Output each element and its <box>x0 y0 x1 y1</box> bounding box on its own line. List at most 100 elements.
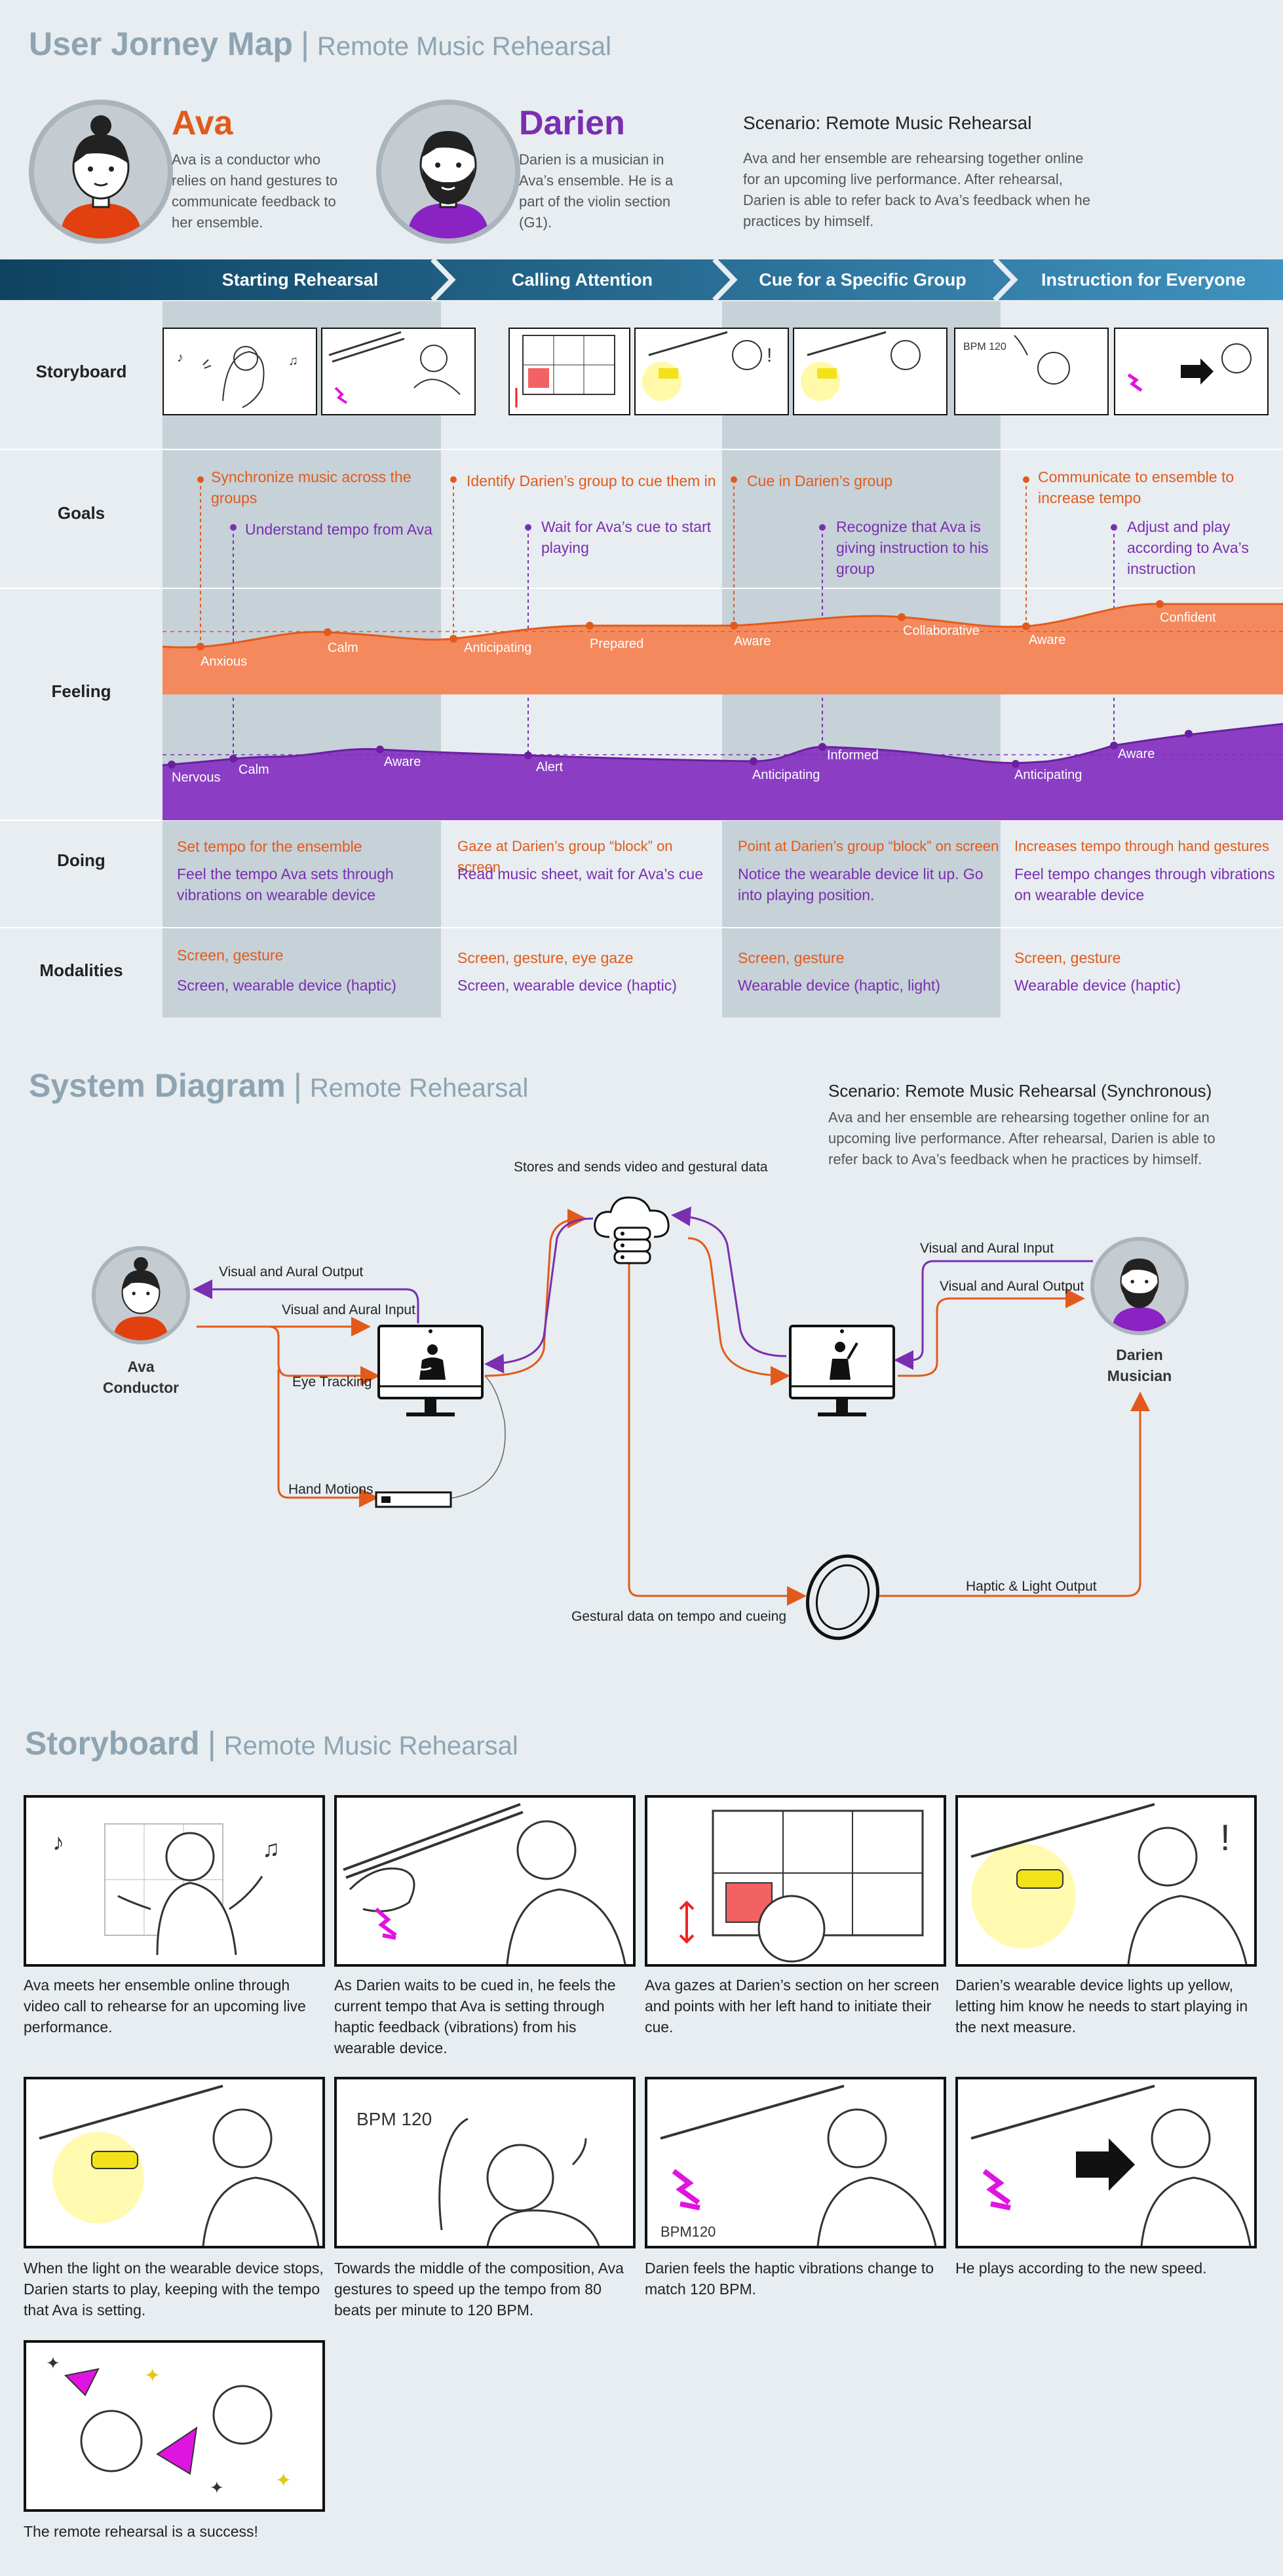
row-label-doing: Doing <box>57 850 105 870</box>
storyboard-panel-5 <box>24 2077 325 2248</box>
system-darien-label: Darien Musician <box>1090 1344 1189 1386</box>
system-ava-label: Ava Conductor <box>92 1356 190 1398</box>
storyboard-panel-2 <box>334 1795 636 1967</box>
modality-ava-3: Screen, gesture <box>738 949 845 966</box>
system-title-main: System Diagram <box>29 1067 286 1104</box>
goal-ava-2: Identify Darien’s group to cue them in <box>467 472 716 489</box>
storyboard-panel-4: ! <box>955 1795 1257 1967</box>
label-gestural-data: Gestural data on tempo and cueing <box>571 1609 787 1624</box>
journey-scenario-text: Ava and her ensemble are rehearsing toge… <box>743 150 1090 229</box>
storyboard-subtitle: Remote Music Rehearsal <box>223 1732 518 1760</box>
feeling-ava-2: Calm <box>328 641 358 655</box>
storyboard-caption-3: Ava gazes at Darien’s section on her scr… <box>645 1977 940 2036</box>
svg-text:♫: ♫ <box>288 354 298 368</box>
system-ava-avatar <box>92 1246 190 1344</box>
system-diagram-connectors <box>193 1206 1150 1606</box>
feeling-darien-3: Aware <box>384 755 421 769</box>
label-darien-input: Visual and Aural Input <box>920 1241 1054 1256</box>
storyboard-caption-9: The remote rehearsal is a success! <box>24 2523 258 2540</box>
storyboard-caption-2: As Darien waits to be cued in, he feels … <box>334 1977 616 2056</box>
goal-ava-1: Synchronize music across the groups <box>211 468 412 506</box>
storyboard-caption-4: Darien’s wearable device lights up yello… <box>955 1977 1248 2036</box>
journey-subtitle: Remote Music Rehearsal <box>316 32 611 61</box>
darien-name: Darien <box>519 104 625 142</box>
label-eye-tracking: Eye Tracking <box>292 1374 372 1390</box>
feeling-darien-2: Calm <box>239 763 269 777</box>
journey-thumb-2 <box>321 328 476 415</box>
goal-ava-4: Communicate to ensemble to increase temp… <box>1038 468 1235 506</box>
system-title: System Diagram | Remote Rehearsal <box>29 1067 529 1104</box>
row-label-feeling: Feeling <box>51 681 111 701</box>
journey-thumb-7 <box>1114 328 1269 415</box>
system-darien-avatar <box>1090 1237 1189 1335</box>
feeling-ava-5: Aware <box>734 634 771 649</box>
ava-name: Ava <box>172 104 233 142</box>
goal-darien-2: Wait for Ava’s cue to start playing <box>541 518 712 556</box>
motion-tracker-icon <box>375 1491 452 1511</box>
doing-darien-2: Read music sheet, wait for Ava’s cue <box>457 865 704 882</box>
doing-ava-3: Point at Darien’s group “block” on scree… <box>738 838 999 854</box>
label-darien-output: Visual and Aural Output <box>940 1279 1084 1294</box>
journey-thumb-3 <box>508 328 630 415</box>
row-label-storyboard: Storyboard <box>35 362 127 381</box>
panel-bpm-small-text: BPM120 <box>661 2224 716 2240</box>
feeling-ava-4: Prepared <box>590 637 644 651</box>
system-scenario-title: Scenario: Remote Music Rehearsal (Synchr… <box>828 1081 1212 1101</box>
svg-text:!: ! <box>1220 1817 1231 1858</box>
storyboard-caption-7: Darien feels the haptic vibrations chang… <box>645 2260 934 2298</box>
storyboard-panel-9: ✦ ✦ ✦ ✦ <box>24 2340 325 2512</box>
svg-text:♫: ♫ <box>262 1835 280 1862</box>
feeling-ava-7: Aware <box>1029 633 1066 647</box>
svg-text:!: ! <box>767 345 772 366</box>
svg-text:✦: ✦ <box>275 2470 292 2491</box>
storyboard-panel-7: BPM120 <box>645 2077 946 2248</box>
goal-darien-1: Understand tempo from Ava <box>245 521 432 538</box>
modality-darien-4: Wearable device (haptic) <box>1014 977 1181 994</box>
modality-darien-1: Screen, wearable device (haptic) <box>177 977 396 994</box>
system-ava-role: Conductor <box>102 1379 180 1396</box>
ava-computer-icon <box>375 1321 486 1426</box>
darien-description: Darien is a musician in Ava’s ensemble. … <box>519 151 674 231</box>
svg-text:✦: ✦ <box>210 2478 224 2497</box>
goal-darien-4: Adjust and play according to Ava’s instr… <box>1127 518 1249 577</box>
svg-text:✦: ✦ <box>144 2365 161 2387</box>
journey-title: User Jorney Map | Remote Music Rehearsal <box>29 26 611 62</box>
row-label-modalities: Modalities <box>39 960 123 980</box>
storyboard-title-main: Storyboard <box>25 1725 200 1762</box>
storyboard-caption-8: He plays according to the new speed. <box>955 2260 1207 2277</box>
journey-thumb-4: ! <box>634 328 789 415</box>
label-ava-output: Visual and Aural Output <box>219 1264 364 1279</box>
stage-header-bar <box>0 259 1283 300</box>
feeling-ava-3: Anticipating <box>464 641 532 655</box>
storyboard-title: Storyboard | Remote Music Rehearsal <box>25 1725 518 1762</box>
cloud-label: Stores and sends video and gestural data <box>514 1160 768 1175</box>
journey-thumb-1: ♪ ♫ <box>163 328 317 415</box>
panel-bpm-text: BPM 120 <box>356 2109 432 2129</box>
modality-ava-2: Screen, gesture, eye gaze <box>457 949 634 966</box>
modality-ava-4: Screen, gesture <box>1014 949 1121 966</box>
journey-thumb-5 <box>793 328 948 415</box>
system-scenario-text: Ava and her ensemble are rehearsing toge… <box>828 1109 1216 1167</box>
svg-text:♪: ♪ <box>177 350 183 365</box>
modality-darien-3: Wearable device (haptic, light) <box>738 977 940 994</box>
system-darien-name: Darien <box>1116 1346 1163 1363</box>
doing-ava-4: Increases tempo through hand gestures <box>1014 838 1269 854</box>
storyboard-panel-6: BPM 120 <box>334 2077 636 2248</box>
doing-ava-1: Set tempo for the ensemble <box>177 838 362 855</box>
system-subtitle: Remote Rehearsal <box>309 1074 529 1103</box>
thumb-bpm-text: BPM 120 <box>963 341 1006 352</box>
ava-avatar <box>29 100 173 244</box>
label-haptic-output: Haptic & Light Output <box>966 1579 1097 1594</box>
feeling-ava-6: Collaborative <box>903 624 980 638</box>
doing-darien-1: Feel the tempo Ava sets through vibratio… <box>177 865 394 903</box>
label-hand-motions: Hand Motions <box>288 1482 373 1497</box>
stage-cue-specific-group: Cue for a Specific Group <box>759 269 967 290</box>
feeling-ava-1: Anxious <box>201 654 248 669</box>
wearable-bracelet-icon <box>803 1546 882 1648</box>
ava-description: Ava is a conductor who relies on hand ge… <box>172 151 338 231</box>
journey-title-main: User Jorney Map <box>29 26 293 62</box>
journey-scenario-title: Scenario: Remote Music Rehearsal <box>743 113 1032 133</box>
darien-avatar <box>376 100 520 244</box>
goal-ava-3: Cue in Darien’s group <box>747 472 893 489</box>
doing-darien-4: Feel tempo changes through vibrations on… <box>1014 865 1275 903</box>
